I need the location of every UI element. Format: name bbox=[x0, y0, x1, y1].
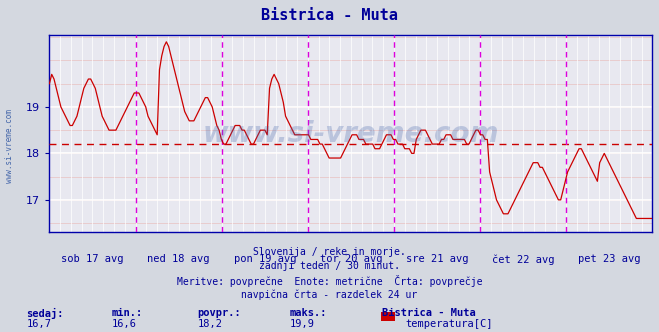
Text: maks.:: maks.: bbox=[290, 308, 328, 318]
Text: min.:: min.: bbox=[112, 308, 143, 318]
Text: sre 21 avg: sre 21 avg bbox=[406, 254, 469, 264]
Text: Bistrica - Muta: Bistrica - Muta bbox=[382, 308, 476, 318]
Text: www.si-vreme.com: www.si-vreme.com bbox=[5, 109, 14, 183]
Text: 18,2: 18,2 bbox=[198, 319, 223, 329]
Text: zadnji teden / 30 minut.: zadnji teden / 30 minut. bbox=[259, 261, 400, 271]
Text: Slovenija / reke in morje.: Slovenija / reke in morje. bbox=[253, 247, 406, 257]
Text: čet 22 avg: čet 22 avg bbox=[492, 254, 554, 265]
Text: 16,6: 16,6 bbox=[112, 319, 137, 329]
Text: navpična črta - razdelek 24 ur: navpična črta - razdelek 24 ur bbox=[241, 289, 418, 300]
Text: 19,9: 19,9 bbox=[290, 319, 315, 329]
Text: www.si-vreme.com: www.si-vreme.com bbox=[203, 120, 499, 148]
Text: sob 17 avg: sob 17 avg bbox=[61, 254, 124, 264]
Text: povpr.:: povpr.: bbox=[198, 308, 241, 318]
Text: pon 19 avg: pon 19 avg bbox=[233, 254, 296, 264]
Text: 16,7: 16,7 bbox=[26, 319, 51, 329]
Text: temperatura[C]: temperatura[C] bbox=[405, 319, 493, 329]
Text: Meritve: povprečne  Enote: metrične  Črta: povprečje: Meritve: povprečne Enote: metrične Črta:… bbox=[177, 275, 482, 287]
Text: pet 23 avg: pet 23 avg bbox=[578, 254, 641, 264]
Text: Bistrica - Muta: Bistrica - Muta bbox=[261, 8, 398, 23]
Text: sedaj:: sedaj: bbox=[26, 308, 64, 319]
Text: tor 20 avg: tor 20 avg bbox=[320, 254, 382, 264]
Text: ned 18 avg: ned 18 avg bbox=[148, 254, 210, 264]
